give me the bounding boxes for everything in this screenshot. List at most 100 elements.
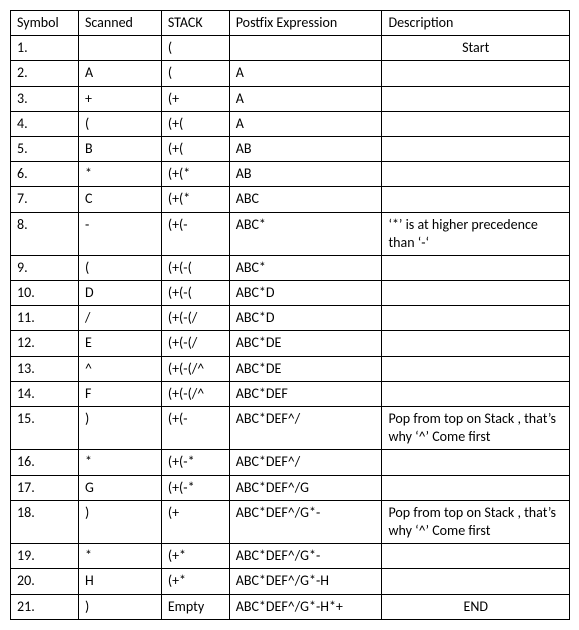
cell-stack: (+*	[161, 544, 229, 569]
cell-symbol: 19.	[11, 544, 79, 569]
cell-description	[382, 569, 570, 594]
table-row: 19.*(+*ABC*DEF^/G*-	[11, 544, 570, 569]
cell-stack: (+(-(/^	[161, 356, 229, 381]
cell-scanned: (	[78, 255, 161, 280]
cell-description	[382, 86, 570, 111]
cell-symbol: 15.	[11, 407, 79, 450]
cell-description	[382, 187, 570, 212]
table-row: 12.E(+(-(/ABC*DE	[11, 331, 570, 356]
cell-symbol: 5.	[11, 136, 79, 161]
cell-postfix: A	[229, 111, 382, 136]
table-row: 1. ( Start	[11, 36, 570, 61]
header-description: Description	[382, 11, 570, 36]
cell-description	[382, 356, 570, 381]
cell-description	[382, 136, 570, 161]
cell-symbol: 3.	[11, 86, 79, 111]
cell-description: Pop from top on Stack , that’s why ‘^’ C…	[382, 407, 570, 450]
cell-stack: (+(-*	[161, 475, 229, 500]
cell-stack: (+*	[161, 569, 229, 594]
cell-description	[382, 475, 570, 500]
cell-description	[382, 381, 570, 406]
cell-symbol: 18.	[11, 500, 79, 543]
cell-symbol: 12.	[11, 331, 79, 356]
table-row: 5.B(+(AB	[11, 136, 570, 161]
cell-description: END	[382, 594, 570, 619]
cell-postfix: ABC*DE	[229, 356, 382, 381]
cell-postfix: ABC	[229, 187, 382, 212]
cell-scanned: B	[78, 136, 161, 161]
cell-stack: (+(-*	[161, 450, 229, 475]
cell-scanned: /	[78, 306, 161, 331]
header-symbol: Symbol	[11, 11, 79, 36]
cell-stack: (+	[161, 86, 229, 111]
cell-scanned: A	[78, 61, 161, 86]
table-row: 13.^(+(-(/^ABC*DE	[11, 356, 570, 381]
cell-postfix: ABC*D	[229, 281, 382, 306]
cell-scanned: D	[78, 281, 161, 306]
cell-symbol: 10.	[11, 281, 79, 306]
cell-symbol: 13.	[11, 356, 79, 381]
cell-postfix: ABC*DEF^/G*-H*+	[229, 594, 382, 619]
cell-stack: (+(-(/	[161, 331, 229, 356]
cell-symbol: 4.	[11, 111, 79, 136]
table-row: 15.)(+(-ABC*DEF^/Pop from top on Stack ,…	[11, 407, 570, 450]
cell-stack: (+(-	[161, 407, 229, 450]
cell-scanned: *	[78, 162, 161, 187]
postfix-conversion-table: Symbol Scanned STACK Postfix Expression …	[10, 10, 570, 620]
cell-scanned: -	[78, 212, 161, 255]
table-row: 8.-(+(-ABC*‘*’ is at higher precedence t…	[11, 212, 570, 255]
table-row: 9.((+(-(ABC*	[11, 255, 570, 280]
cell-description	[382, 111, 570, 136]
header-stack: STACK	[161, 11, 229, 36]
cell-postfix: ABC*DEF	[229, 381, 382, 406]
table-body: 1.(Start2.A(A3.+(+A4.((+(A5.B(+(AB6.*(+(…	[11, 36, 570, 620]
cell-symbol: 16.	[11, 450, 79, 475]
cell-stack: (+(	[161, 111, 229, 136]
cell-description: Pop from top on Stack , that’s why ‘^’ C…	[382, 500, 570, 543]
table-row: 7.C(+(*ABC	[11, 187, 570, 212]
cell-scanned: G	[78, 475, 161, 500]
cell-scanned: *	[78, 544, 161, 569]
cell-description	[382, 281, 570, 306]
cell-symbol: 8.	[11, 212, 79, 255]
cell-description: Start	[382, 36, 570, 61]
cell-description	[382, 450, 570, 475]
table-header-row: Symbol Scanned STACK Postfix Expression …	[11, 11, 570, 36]
cell-postfix: ABC*	[229, 212, 382, 255]
cell-symbol: 11.	[11, 306, 79, 331]
cell-postfix: ABC*D	[229, 306, 382, 331]
cell-postfix: AB	[229, 162, 382, 187]
table-row: 4.((+(A	[11, 111, 570, 136]
cell-description: ‘*’ is at higher precedence than ‘-‘	[382, 212, 570, 255]
cell-stack: (+(	[161, 136, 229, 161]
cell-symbol: 20.	[11, 569, 79, 594]
cell-stack: (+(-(/^	[161, 381, 229, 406]
cell-postfix: AB	[229, 136, 382, 161]
cell-scanned: )	[78, 594, 161, 619]
cell-scanned	[78, 36, 161, 61]
table-row: 14.F(+(-(/^ABC*DEF	[11, 381, 570, 406]
cell-symbol: 6.	[11, 162, 79, 187]
cell-scanned: (	[78, 111, 161, 136]
cell-postfix: ABC*DEF^/G	[229, 475, 382, 500]
cell-description	[382, 162, 570, 187]
cell-symbol: 1.	[11, 36, 79, 61]
cell-scanned: E	[78, 331, 161, 356]
header-postfix: Postfix Expression	[229, 11, 382, 36]
cell-stack: (+(-(/	[161, 306, 229, 331]
table-row: 21.)EmptyABC*DEF^/G*-H*+END	[11, 594, 570, 619]
cell-postfix: A	[229, 86, 382, 111]
cell-stack: (	[161, 36, 229, 61]
table-row: 6.*(+(*AB	[11, 162, 570, 187]
cell-description	[382, 255, 570, 280]
table-row: 17.G(+(-*ABC*DEF^/G	[11, 475, 570, 500]
table-row: 18.)(+ABC*DEF^/G*-Pop from top on Stack …	[11, 500, 570, 543]
cell-symbol: 21.	[11, 594, 79, 619]
cell-postfix: ABC*DEF^/G*-H	[229, 569, 382, 594]
cell-scanned: )	[78, 500, 161, 543]
cell-stack: (+	[161, 500, 229, 543]
cell-stack: (+(-(	[161, 255, 229, 280]
table-row: 2.A(A	[11, 61, 570, 86]
cell-scanned: )	[78, 407, 161, 450]
header-scanned: Scanned	[78, 11, 161, 36]
